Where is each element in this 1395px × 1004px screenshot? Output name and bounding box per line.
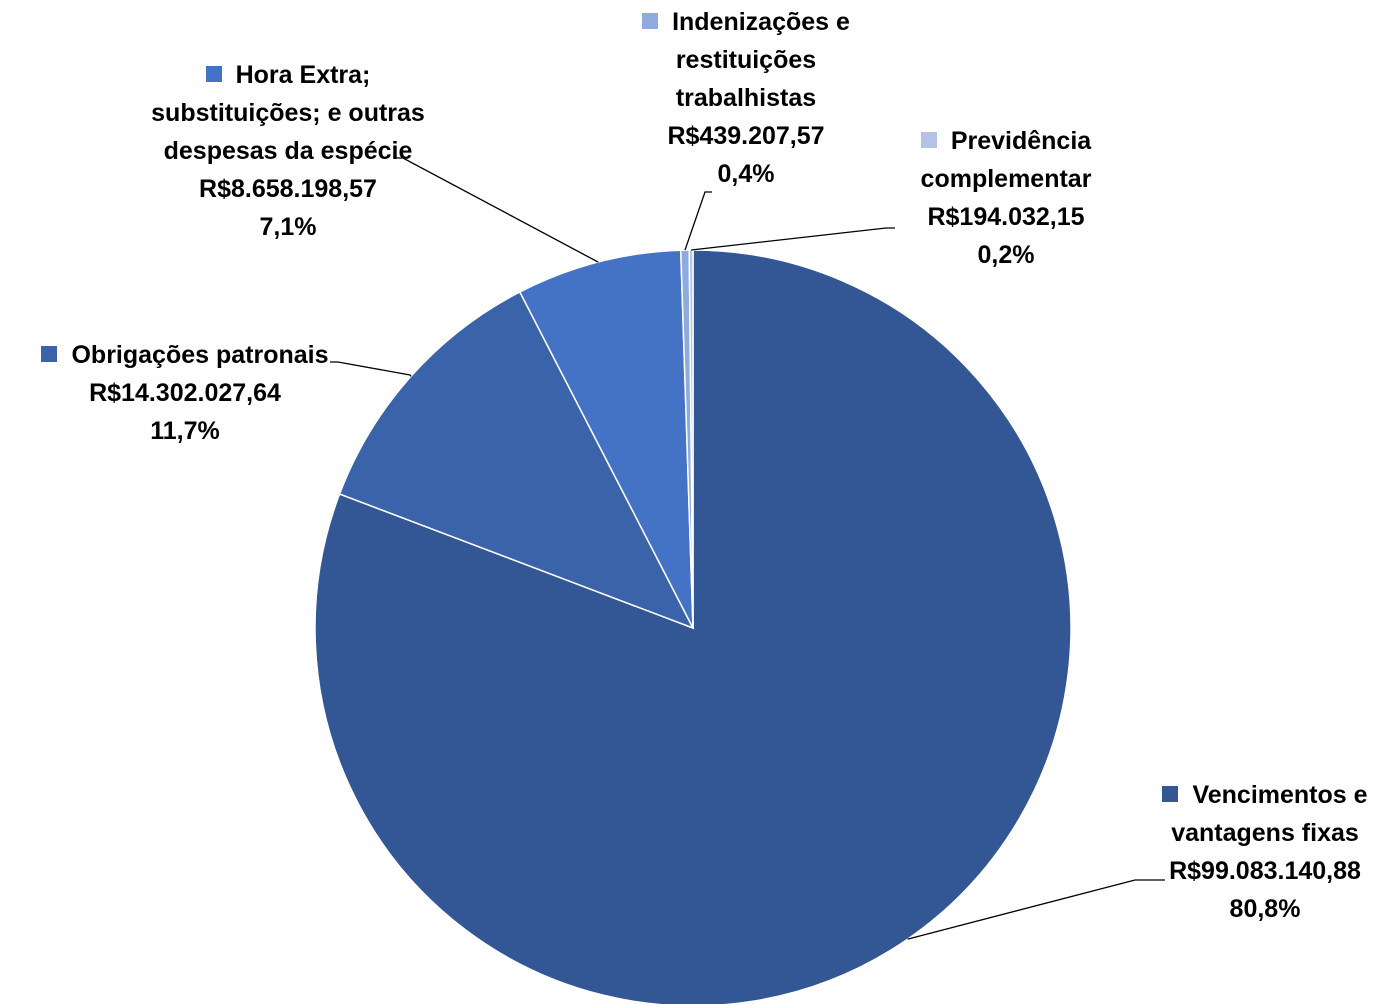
slice-label-name: Obrigações patronais [10, 336, 360, 374]
legend-key-obrigacoes [41, 346, 58, 362]
leader-lines [330, 157, 1165, 940]
slice-label-name-line: trabalhistas [675, 84, 817, 112]
slice-value-label: R$8.658.198,57 [199, 175, 377, 203]
slice-percent-label: 7,1% [259, 213, 317, 241]
pie-slice-hora-extra [518, 249, 694, 629]
slice-value-label: R$439.207,57 [667, 122, 825, 150]
slice-percent-label: 80,8% [1229, 895, 1301, 923]
slice-label-name-line: despesas da espécie [163, 137, 413, 165]
slice-label-indenizacoes: Indenizações e restituições trabalhistas… [616, 3, 876, 193]
slice-label-obrigacoes: Obrigações patronais R$14.302.027,64 11,… [10, 336, 360, 450]
leader-line-previdencia [691, 227, 895, 251]
slice-label-name-line: substituições; e outras [151, 99, 425, 127]
slice-percent-label: 11,7% [150, 417, 220, 445]
slice-label-name-line: complementar [920, 165, 1092, 193]
leader-line-obrigacoes [330, 361, 412, 377]
legend-key-hora-extra [205, 66, 222, 82]
legend-key-vencimentos [1162, 786, 1179, 802]
slice-label-vencimentos: Vencimentos e vantagens fixas R$99.083.1… [1130, 776, 1395, 928]
pie-slices [314, 249, 1072, 1004]
slice-label-hora-extra: Hora Extra; substituições; e outras desp… [103, 56, 473, 246]
slice-label-name-line: restituições [675, 46, 817, 74]
slice-label-previdencia: Previdência complementar R$194.032,15 0,… [876, 122, 1136, 274]
slice-value-label: R$194.032,15 [927, 203, 1085, 231]
leader-line-indenizacoes [684, 191, 712, 251]
slice-label-name-line: vantagens fixas [1171, 819, 1359, 847]
slice-label-name: Hora Extra; [103, 56, 473, 94]
slice-label-name: Previdência [876, 122, 1136, 160]
leader-line-vencimentos [907, 879, 1165, 940]
legend-key-indenizacoes [642, 13, 659, 29]
legend-key-previdencia [920, 132, 937, 148]
slice-percent-label: 0,4% [717, 160, 775, 188]
leader-line-hora-extra [395, 157, 599, 263]
slice-value-label: R$14.302.027,64 [89, 379, 281, 407]
slice-label-name: Indenizações e [616, 3, 876, 41]
slice-value-label: R$99.083.140,88 [1169, 857, 1361, 885]
slice-percent-label: 0,2% [977, 241, 1035, 269]
slice-label-name: Vencimentos e [1130, 776, 1395, 814]
